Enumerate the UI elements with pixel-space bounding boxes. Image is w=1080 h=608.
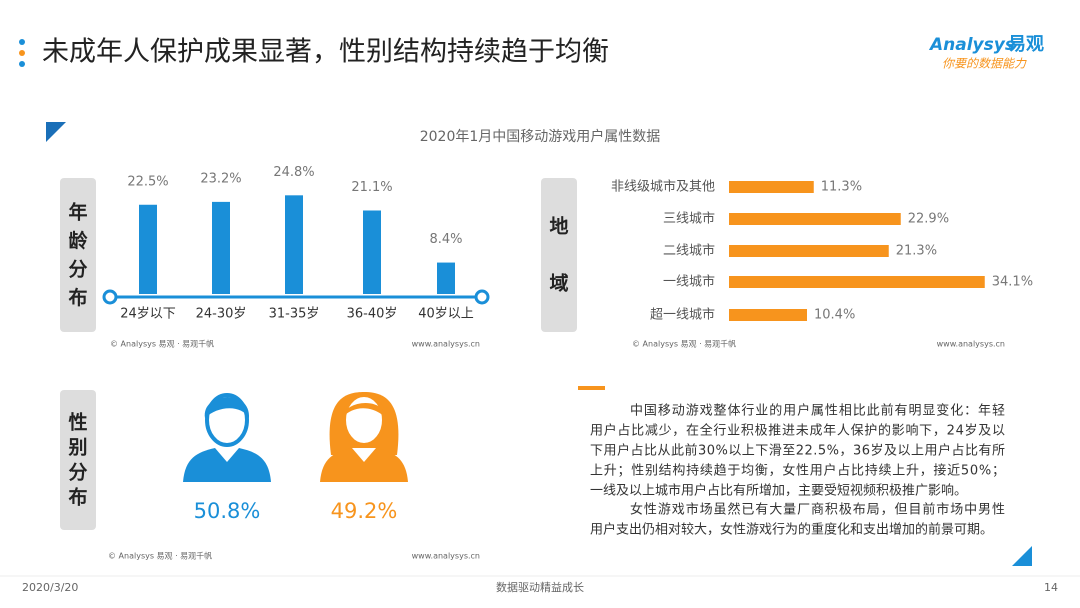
paragraph-line: 一线及以上城市用户占比有所增加，主要受短视频积极推广影响。 xyxy=(590,483,967,499)
footer-date: 2020/3/20 xyxy=(22,581,78,594)
bar xyxy=(212,201,230,294)
bar xyxy=(285,195,303,294)
panel-label-char: 分 xyxy=(68,461,87,483)
category-label: 40岁以上 xyxy=(418,307,474,322)
bar xyxy=(729,213,901,225)
panel-label: 地域 xyxy=(549,214,568,294)
source: © Analysys 易观 · 易观千帆 xyxy=(110,339,214,349)
paragraph-line: 用户占比减少，在全行业积极推进未成年人保护的影响下，24岁及以 xyxy=(590,423,1005,439)
fringe xyxy=(342,402,386,418)
slide-title: 未成年人保护成果显著，性别结构持续趋于均衡 xyxy=(42,37,609,68)
panel-label-char: 年 xyxy=(68,200,87,223)
footer-slogan: 数据驱动精益成长 xyxy=(496,580,584,594)
logo-cn: 易观 xyxy=(1008,34,1044,55)
url: www.analysys.cn xyxy=(412,552,480,561)
bar xyxy=(729,309,807,321)
panel-label-char: 别 xyxy=(67,436,87,458)
value-label: 22.5% xyxy=(127,174,168,189)
panel-label-box xyxy=(60,178,96,332)
value-label: 34.1% xyxy=(992,275,1033,290)
value-label: 49.2% xyxy=(331,499,398,523)
panel-label-char: 布 xyxy=(68,485,87,508)
collar xyxy=(352,448,376,462)
value-label: 23.2% xyxy=(200,171,241,186)
dot xyxy=(19,39,25,45)
bar xyxy=(729,181,814,193)
value-label: 10.4% xyxy=(814,308,855,323)
chart-title: 2020年1月中国移动游戏用户属性数据 xyxy=(420,128,661,145)
paragraph-line: 用户支出仍相对较大，女性游戏行为的重度化和支出增加的前景可期。 xyxy=(590,522,993,538)
panel-label-char: 域 xyxy=(549,271,568,294)
panel-label-char: 布 xyxy=(68,285,87,308)
paragraph-line: 女性游戏市场虽然已有大量厂商积极布局，但目前市场中男性 xyxy=(630,502,1005,518)
category-label: 31-35岁 xyxy=(269,307,320,322)
category-label: 24岁以下 xyxy=(120,307,176,322)
panel-label-char: 龄 xyxy=(68,228,88,251)
paragraph-line: 上升；性别结构持续趋于均衡，女性用户占比持续上升，接近50%； xyxy=(590,463,1005,479)
category-label: 三线城市 xyxy=(663,211,715,227)
body xyxy=(183,448,271,482)
category-label: 二线城市 xyxy=(663,243,715,259)
panel-label-char: 分 xyxy=(68,258,87,280)
panel-label: 性别分布 xyxy=(67,410,87,508)
body xyxy=(320,448,408,482)
value-label: 11.3% xyxy=(821,180,862,195)
page-number: 14 xyxy=(1044,581,1058,594)
face xyxy=(342,393,386,447)
bar xyxy=(139,204,157,294)
source: © Analysys 易观 · 易观千帆 xyxy=(632,339,736,349)
hair xyxy=(204,396,250,418)
female-icon xyxy=(320,392,408,482)
panel-label-box xyxy=(541,178,577,332)
dot xyxy=(19,61,25,67)
value-label: 21.1% xyxy=(351,180,392,195)
axis-end xyxy=(474,289,490,305)
panel-label-box xyxy=(60,390,96,530)
category-label: 一线城市 xyxy=(663,274,715,290)
bar xyxy=(729,276,985,288)
category-label: 超一线城市 xyxy=(650,307,715,323)
value-label: 24.8% xyxy=(273,165,314,180)
bar xyxy=(729,245,889,257)
collar xyxy=(215,448,239,462)
axis-end xyxy=(102,289,118,305)
paragraph-line: 下用户占比从此前30%以上下滑至22.5%，36岁及以上用户占比有所 xyxy=(590,443,1005,459)
dot xyxy=(19,50,25,56)
category-label: 36-40岁 xyxy=(347,307,398,322)
corner-triangle xyxy=(1012,546,1032,566)
male-icon xyxy=(183,393,271,482)
source: © Analysys 易观 · 易观千帆 xyxy=(108,551,212,561)
corner-triangle xyxy=(46,122,66,142)
panel-label-char: 性 xyxy=(68,410,87,433)
panel-label: 年龄分布 xyxy=(68,200,88,309)
panel-label-char: 地 xyxy=(549,214,568,237)
bar xyxy=(437,262,455,294)
value-label: 22.9% xyxy=(908,212,949,227)
category-label: 24-30岁 xyxy=(196,307,247,322)
url: www.analysys.cn xyxy=(412,340,480,349)
bar xyxy=(363,210,381,294)
slogan: 你要的数据能力 xyxy=(942,57,1027,71)
value-label: 8.4% xyxy=(429,232,462,247)
paragraph-line: 中国移动游戏整体行业的用户属性相比此前有明显变化：年轻 xyxy=(630,403,1005,419)
category-label: 非线级城市及其他 xyxy=(611,179,715,195)
accent-dash xyxy=(578,386,605,390)
value-label: 50.8% xyxy=(194,499,261,523)
value-label: 21.3% xyxy=(896,244,937,259)
logo-name: Analysys xyxy=(928,35,1015,55)
url: www.analysys.cn xyxy=(937,340,1005,349)
